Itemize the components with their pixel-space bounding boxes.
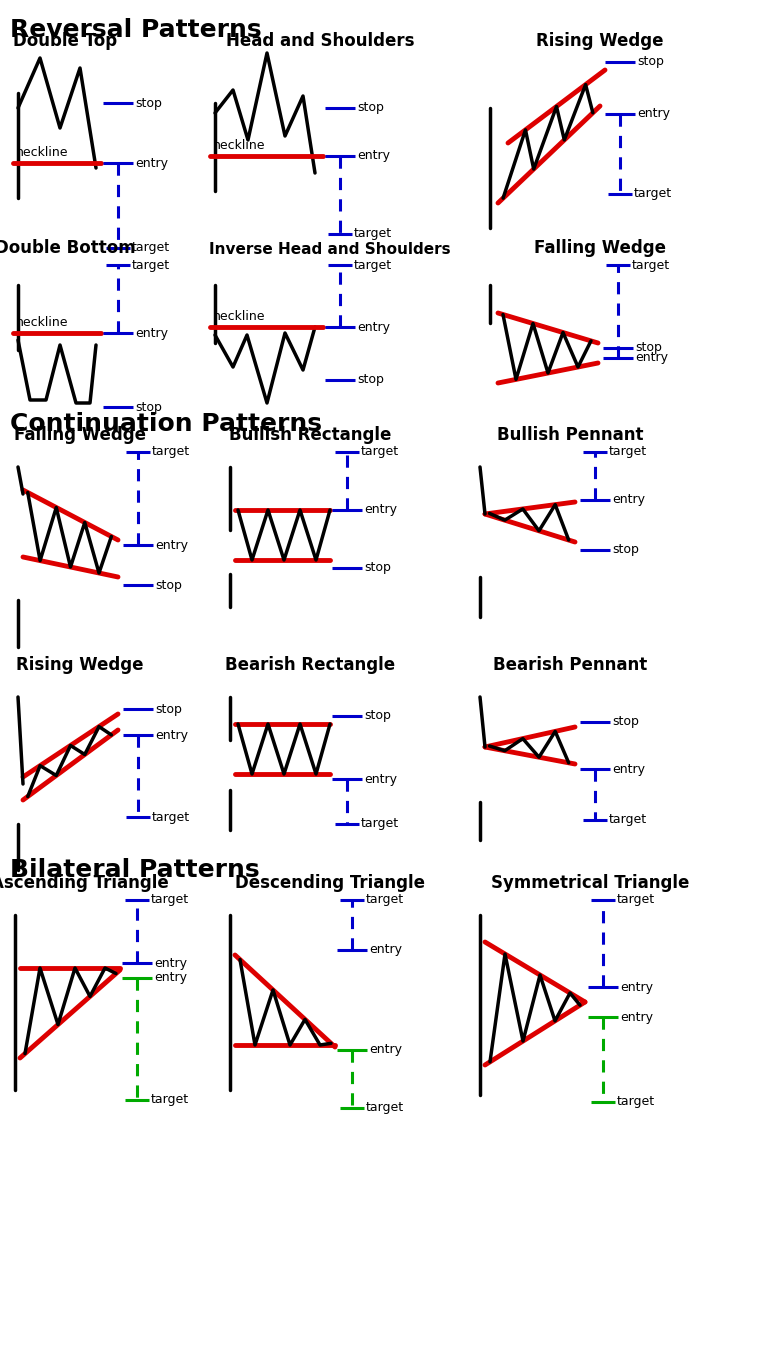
Text: target: target bbox=[634, 187, 672, 201]
Text: entry: entry bbox=[620, 1011, 653, 1023]
Text: target: target bbox=[152, 810, 190, 824]
Text: entry: entry bbox=[357, 320, 390, 334]
Text: stop: stop bbox=[357, 101, 384, 114]
Text: entry: entry bbox=[620, 980, 653, 993]
Text: Falling Wedge: Falling Wedge bbox=[534, 240, 666, 257]
Text: Ascending Triangle: Ascending Triangle bbox=[0, 874, 169, 892]
Text: stop: stop bbox=[135, 401, 162, 413]
Text: target: target bbox=[152, 446, 190, 459]
Text: target: target bbox=[609, 446, 647, 459]
Text: entry: entry bbox=[369, 1043, 402, 1057]
Text: target: target bbox=[366, 1101, 404, 1114]
Text: target: target bbox=[632, 258, 670, 272]
Text: Bullish Rectangle: Bullish Rectangle bbox=[229, 425, 391, 444]
Text: entry: entry bbox=[364, 773, 397, 786]
Text: target: target bbox=[609, 813, 647, 826]
Text: neckline: neckline bbox=[16, 316, 69, 328]
Text: entry: entry bbox=[155, 538, 188, 552]
Text: entry: entry bbox=[369, 944, 402, 957]
Text: Head and Shoulders: Head and Shoulders bbox=[226, 32, 415, 50]
Text: entry: entry bbox=[155, 728, 188, 742]
Text: Rising Wedge: Rising Wedge bbox=[536, 32, 664, 50]
Text: target: target bbox=[361, 817, 399, 830]
Text: Inverse Head and Shoulders: Inverse Head and Shoulders bbox=[210, 242, 451, 257]
Text: entry: entry bbox=[635, 351, 668, 365]
Text: neckline: neckline bbox=[16, 145, 69, 159]
Text: target: target bbox=[151, 894, 189, 906]
Text: stop: stop bbox=[135, 97, 162, 109]
Text: Rising Wedge: Rising Wedge bbox=[16, 656, 144, 674]
Text: Bearish Rectangle: Bearish Rectangle bbox=[225, 656, 395, 674]
Text: target: target bbox=[354, 227, 392, 241]
Text: target: target bbox=[354, 258, 392, 272]
Text: stop: stop bbox=[357, 373, 384, 386]
Text: Bullish Pennant: Bullish Pennant bbox=[497, 425, 643, 444]
Text: stop: stop bbox=[612, 544, 639, 556]
Text: stop: stop bbox=[155, 579, 182, 591]
Text: target: target bbox=[617, 1096, 655, 1109]
Text: stop: stop bbox=[612, 716, 639, 728]
Text: stop: stop bbox=[364, 561, 391, 575]
Text: Double Top: Double Top bbox=[13, 32, 117, 50]
Text: entry: entry bbox=[357, 149, 390, 163]
Text: target: target bbox=[151, 1093, 189, 1106]
Text: entry: entry bbox=[154, 957, 187, 969]
Text: target: target bbox=[132, 241, 170, 254]
Text: neckline: neckline bbox=[213, 310, 265, 323]
Text: stop: stop bbox=[635, 342, 662, 354]
Text: neckline: neckline bbox=[213, 139, 265, 152]
Text: Descending Triangle: Descending Triangle bbox=[235, 874, 425, 892]
Text: target: target bbox=[361, 446, 399, 459]
Text: Bilateral Patterns: Bilateral Patterns bbox=[10, 857, 260, 882]
Text: entry: entry bbox=[612, 762, 645, 775]
Text: Double Bottom: Double Bottom bbox=[0, 240, 136, 257]
Text: stop: stop bbox=[637, 55, 664, 69]
Text: stop: stop bbox=[155, 703, 182, 716]
Text: target: target bbox=[132, 258, 170, 272]
Text: entry: entry bbox=[612, 494, 645, 506]
Text: stop: stop bbox=[364, 709, 391, 723]
Text: entry: entry bbox=[154, 972, 187, 984]
Text: entry: entry bbox=[364, 503, 397, 517]
Text: target: target bbox=[617, 894, 655, 906]
Text: Reversal Patterns: Reversal Patterns bbox=[10, 17, 261, 42]
Text: target: target bbox=[366, 894, 404, 906]
Text: Symmetrical Triangle: Symmetrical Triangle bbox=[491, 874, 689, 892]
Text: Continuation Patterns: Continuation Patterns bbox=[10, 412, 322, 436]
Text: entry: entry bbox=[135, 156, 168, 170]
Text: entry: entry bbox=[135, 327, 168, 339]
Text: entry: entry bbox=[637, 108, 670, 121]
Text: Falling Wedge: Falling Wedge bbox=[14, 425, 146, 444]
Text: Bearish Pennant: Bearish Pennant bbox=[493, 656, 647, 674]
